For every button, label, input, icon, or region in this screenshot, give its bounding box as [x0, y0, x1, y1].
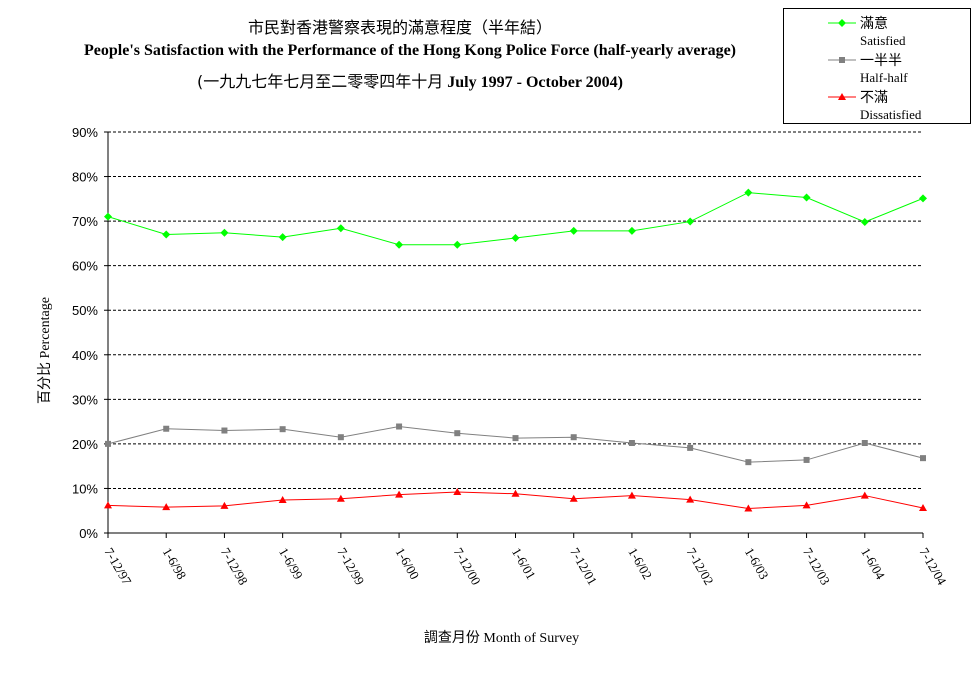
data-point-satisfied — [395, 240, 404, 249]
x-tick-label: 1-6/98 — [160, 545, 190, 582]
x-tick-label: 1-6/04 — [858, 545, 888, 582]
data-point-half-half — [221, 427, 228, 434]
y-tick-label: 80% — [72, 170, 98, 185]
x-tick-label: 1-6/99 — [276, 545, 306, 582]
data-point-half-half — [396, 423, 403, 430]
data-point-satisfied — [104, 212, 112, 221]
data-point-half-half — [512, 435, 519, 442]
x-tick-label: 7-12/99 — [334, 545, 367, 588]
data-point-dissatisfied — [104, 501, 112, 509]
x-tick-label: 1-6/02 — [625, 545, 655, 582]
y-tick-label: 0% — [79, 526, 98, 541]
data-point-half-half — [861, 439, 868, 446]
data-point-half-half — [454, 430, 461, 437]
data-point-half-half — [920, 455, 926, 462]
chart-title: People's Satisfaction with the Performan… — [84, 42, 736, 59]
data-point-satisfied — [569, 226, 578, 235]
x-axis-title: 調查月份 Month of Survey — [424, 630, 579, 646]
data-point-dissatisfied — [686, 495, 695, 503]
y-tick-label: 70% — [72, 214, 98, 229]
y-tick-label: 50% — [72, 303, 98, 318]
data-point-dissatisfied — [511, 489, 520, 497]
y-tick-label: 10% — [72, 481, 98, 496]
subtitle-chinese: (一九九七年七月至二零零四年十月 — [197, 72, 444, 91]
x-tick-label: 7-12/02 — [684, 545, 717, 588]
data-point-satisfied — [162, 230, 171, 239]
y-tick-label: 90% — [72, 125, 98, 140]
data-point-dissatisfied — [744, 504, 753, 512]
legend-marker-satisfied — [838, 19, 846, 27]
data-point-half-half — [279, 426, 286, 433]
legend-label-zh-satisfied: 滿意 — [860, 15, 888, 32]
data-point-satisfied — [860, 218, 869, 227]
data-point-half-half — [803, 456, 810, 463]
data-point-satisfied — [919, 194, 927, 203]
data-point-dissatisfied — [919, 504, 927, 512]
data-point-satisfied — [802, 193, 811, 202]
data-point-dissatisfied — [860, 491, 869, 499]
data-point-dissatisfied — [395, 490, 404, 498]
y-tick-label: 40% — [72, 348, 98, 363]
data-point-half-half — [105, 440, 111, 447]
data-point-dissatisfied — [802, 501, 811, 509]
data-point-satisfied — [686, 217, 695, 226]
y-tick-label: 20% — [72, 437, 98, 452]
legend-label-dissatisfied: Dissatisfied — [860, 107, 922, 122]
chart-subtitle: (一九九七年七月至二零零四年十月 July 1997 - October 200… — [0, 68, 820, 92]
data-point-dissatisfied — [162, 503, 171, 511]
data-point-half-half — [163, 425, 170, 432]
x-tick-label: 7-12/98 — [218, 545, 251, 588]
data-point-satisfied — [336, 224, 345, 233]
data-point-satisfied — [278, 233, 287, 242]
legend: 滿意 Satisfied 一半半 Half-half 不滿 Dissatisfied — [783, 8, 971, 124]
chart-title-chinese: 市民對香港警察表現的滿意程度（半年結） — [247, 18, 552, 37]
legend-label-zh-dissatisfied: 不滿 — [860, 90, 888, 106]
x-tick-label: 7-12/03 — [800, 545, 833, 588]
data-point-half-half — [570, 434, 577, 441]
legend-marker-dissatisfied — [838, 93, 846, 100]
data-point-dissatisfied — [627, 491, 636, 499]
y-axis-title: 百分比 Percentage — [37, 297, 53, 404]
data-point-half-half — [687, 444, 694, 451]
data-point-half-half — [628, 439, 635, 446]
x-tick-label: 1-6/01 — [509, 545, 539, 582]
data-point-satisfied — [453, 240, 462, 249]
data-point-satisfied — [511, 234, 520, 243]
legend-label-satisfied: Satisfied — [860, 33, 906, 48]
legend-marker-half-half — [839, 57, 845, 63]
data-point-satisfied — [627, 226, 636, 235]
y-tick-label: 30% — [72, 392, 98, 407]
data-point-dissatisfied — [278, 496, 287, 504]
data-point-satisfied — [744, 188, 753, 197]
legend-label-half-half: Half-half — [860, 70, 908, 85]
subtitle-english: July 1997 - October 2004) — [447, 74, 623, 91]
y-tick-label: 60% — [72, 259, 98, 274]
x-tick-label: 7-12/04 — [916, 545, 949, 588]
legend-label-zh-half-half: 一半半 — [860, 53, 902, 69]
x-tick-label: 7-12/97 — [101, 545, 134, 588]
x-tick-label: 1-6/03 — [742, 545, 772, 582]
data-point-satisfied — [220, 228, 229, 237]
data-point-dissatisfied — [569, 494, 578, 502]
x-tick-label: 7-12/01 — [567, 545, 600, 588]
x-tick-label: 7-12/00 — [451, 545, 484, 588]
data-point-half-half — [745, 459, 752, 466]
data-point-half-half — [337, 434, 344, 441]
data-point-dissatisfied — [220, 501, 229, 509]
x-tick-label: 1-6/00 — [392, 545, 422, 582]
data-point-dissatisfied — [336, 494, 345, 502]
data-point-dissatisfied — [453, 488, 462, 496]
